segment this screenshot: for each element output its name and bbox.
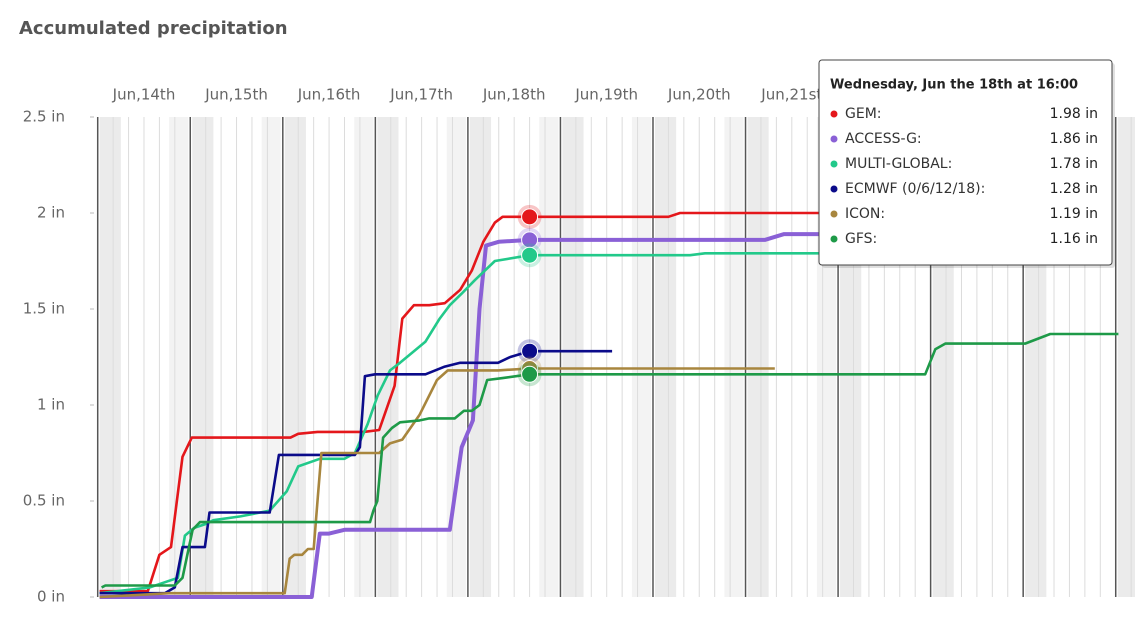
series-line (99, 232, 819, 599)
tooltip: Wednesday, Jun the 18th at 16:00 GEM: 1.9… (818, 59, 1115, 268)
y-tick-label: 2.5 in (23, 108, 65, 126)
night-band (724, 117, 744, 597)
x-tick-label: Jun,21st (760, 86, 822, 104)
night-band (99, 117, 121, 597)
plot-lines (99, 204, 1119, 599)
tooltip-title: Wednesday, Jun the 18th at 16:00 (830, 78, 1078, 93)
y-tick-label: 2 in (37, 204, 65, 222)
y-tick-label: 1.5 in (23, 300, 65, 318)
night-band (192, 117, 214, 597)
night-band (631, 117, 651, 597)
chart-title: Accumulated precipitation (19, 18, 288, 39)
night-band (169, 117, 189, 597)
night-band (284, 117, 306, 597)
x-tick-label: Jun,20th (667, 86, 731, 104)
legend-label: ACCESS-G: (845, 131, 922, 147)
tooltip-value: 1.16 in (1050, 231, 1098, 247)
hover-marker (521, 365, 539, 383)
night-band (1117, 117, 1135, 597)
legend-label: GEM: (845, 106, 882, 122)
legend-dot (830, 135, 838, 143)
night-band (377, 117, 399, 597)
tooltip-value: 1.86 in (1050, 131, 1098, 147)
y-tick-label: 0.5 in (23, 492, 65, 510)
tooltip-box (818, 59, 1113, 266)
tooltip-value: 1.98 in (1050, 106, 1098, 122)
x-tick-label: Jun,18th (482, 86, 546, 104)
series-line (101, 332, 1119, 589)
night-band (747, 117, 769, 597)
plot-background: Jun,14th Jun,15th Jun,16th Jun,17th Jun,18th… (23, 86, 1135, 606)
night-band (446, 117, 466, 597)
night-band (539, 117, 559, 597)
hover-marker (521, 246, 539, 264)
legend-dot (830, 160, 838, 168)
series-line (99, 211, 819, 593)
x-tick-label: Jun,17th (389, 86, 453, 104)
tooltip-value: 1.28 in (1050, 181, 1098, 197)
legend-label: ECMWF (0/6/12/18): (845, 181, 985, 197)
night-band (562, 117, 584, 597)
legend-label: GFS: (845, 231, 877, 247)
night-band (261, 117, 281, 597)
tooltip-value: 1.78 in (1050, 156, 1098, 172)
legend-dot (830, 185, 838, 193)
hover-marker (521, 342, 539, 360)
legend-dot (830, 110, 838, 118)
x-tick-label: Jun,19th (574, 86, 638, 104)
night-band (354, 117, 374, 597)
hover-marker (521, 208, 539, 226)
legend-dot (830, 235, 838, 243)
legend-dot (830, 210, 838, 218)
legend-label: MULTI-GLOBAL: (845, 156, 952, 172)
series-line (99, 349, 613, 595)
tooltip-value: 1.19 in (1050, 206, 1098, 222)
series-line (99, 252, 819, 595)
night-band (654, 117, 677, 597)
series-line (99, 367, 775, 599)
y-tick-label: 0 in (37, 588, 65, 606)
y-tick-label: 1 in (37, 396, 65, 414)
x-tick-label: Jun,16th (297, 86, 361, 104)
x-tick-label: Jun,15th (204, 86, 268, 104)
night-band (469, 117, 492, 597)
x-tick-label: Jun,14th (112, 86, 176, 104)
legend-label: ICON: (845, 206, 885, 222)
